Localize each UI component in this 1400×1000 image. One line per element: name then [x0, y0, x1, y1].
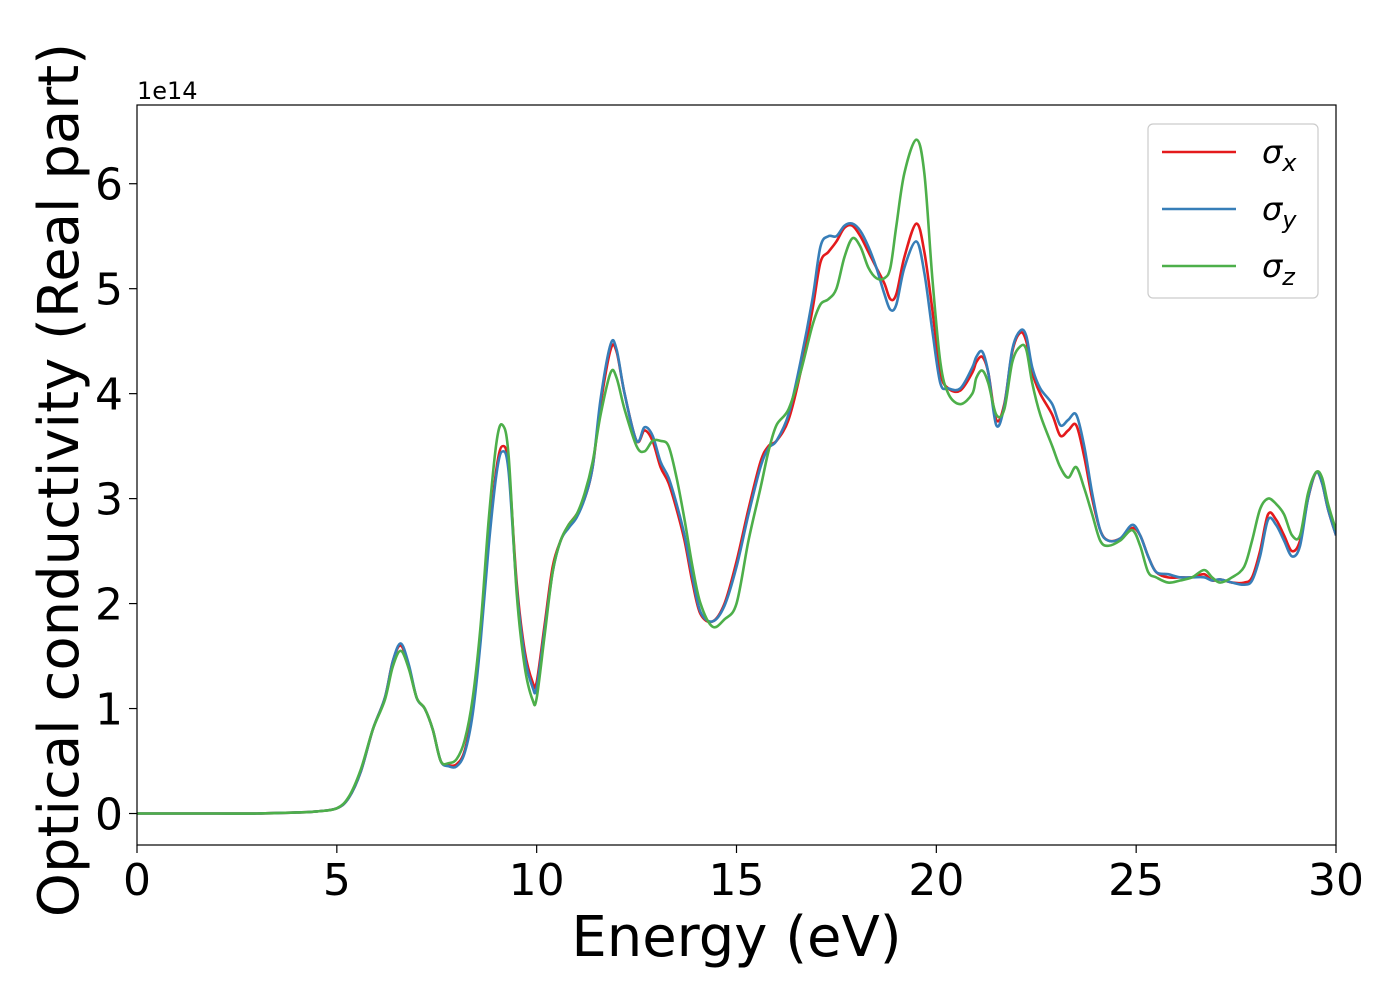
series-layer — [137, 138, 1336, 815]
y-tick-label: 2 — [95, 580, 123, 631]
x-tick-label: 10 — [509, 855, 565, 906]
series-line-2 — [137, 221, 1336, 815]
legend-label: σz — [1262, 247, 1296, 291]
y-tick-label: 3 — [95, 475, 123, 526]
y-tick-label: 1 — [95, 685, 123, 736]
y-axis-label: Optical conductivity (Real part) — [27, 43, 92, 917]
x-tick-label: 30 — [1308, 855, 1364, 906]
x-tick-label: 0 — [123, 855, 151, 906]
x-axis-ticks: 0 5 10 15 20 25 30 — [123, 845, 1364, 906]
series-line-3 — [137, 138, 1336, 815]
y-axis-offset-label: 1e14 — [137, 77, 198, 105]
y-axis-ticks: 0 1 2 3 4 5 6 — [95, 160, 137, 841]
x-axis-label: Energy (eV) — [571, 905, 901, 970]
series-line-1 — [137, 222, 1336, 815]
x-tick-label: 20 — [908, 855, 964, 906]
x-tick-label: 25 — [1108, 855, 1164, 906]
y-tick-label: 4 — [95, 370, 123, 421]
legend-box — [1147, 123, 1319, 299]
x-tick-label: 15 — [709, 855, 765, 906]
y-tick-label: 0 — [95, 790, 123, 841]
y-tick-label: 6 — [95, 160, 123, 211]
y-tick-label: 5 — [95, 265, 123, 316]
x-tick-label: 5 — [323, 855, 351, 906]
